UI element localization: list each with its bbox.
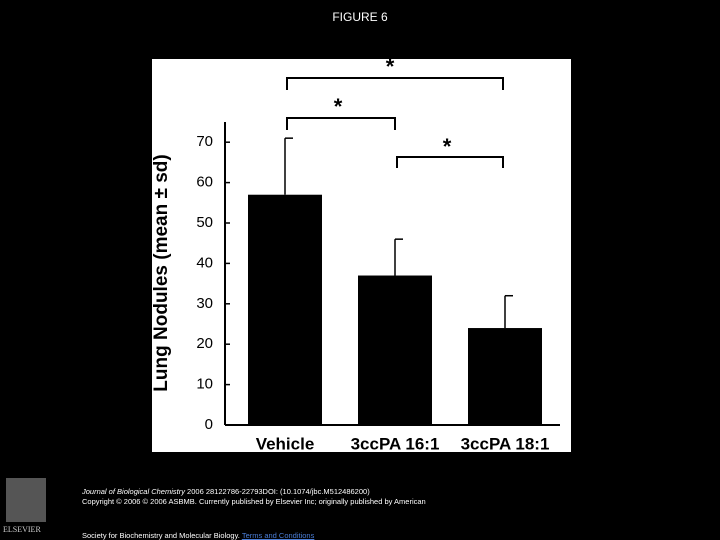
bracket bbox=[396, 156, 504, 168]
y-tick-label: 50 bbox=[196, 214, 213, 231]
y-tick-label: 40 bbox=[196, 254, 213, 271]
y-axis-label: Lung Nodules (mean ± sd) bbox=[151, 154, 172, 391]
society-line: Society for Biochemistry and Molecular B… bbox=[82, 531, 314, 540]
bracket bbox=[286, 77, 504, 90]
terms-link[interactable]: Terms and Conditions bbox=[241, 531, 315, 540]
significance-star: * bbox=[386, 54, 395, 79]
bar bbox=[468, 328, 542, 425]
significance-star: * bbox=[334, 94, 343, 119]
significance-star: * bbox=[443, 134, 452, 159]
y-tick-label: 10 bbox=[196, 376, 213, 393]
bracket bbox=[286, 117, 396, 130]
citation-line: Journal of Biological Chemistry 2006 281… bbox=[82, 487, 370, 496]
y-tick-label: 30 bbox=[196, 295, 213, 312]
bar bbox=[358, 275, 432, 425]
significance-brackets bbox=[286, 77, 504, 168]
society: Society for Biochemistry and Molecular B… bbox=[82, 531, 240, 540]
citation: 2006 28122786-22793DOI: (10.1074/jbc.M51… bbox=[184, 487, 370, 496]
y-tick-label: 0 bbox=[205, 416, 213, 433]
bar bbox=[248, 194, 322, 425]
y-tick-label: 60 bbox=[196, 174, 213, 191]
publisher-logo bbox=[6, 478, 46, 522]
publisher-name: ELSEVIER bbox=[3, 525, 41, 534]
slide-title: FIGURE 6 bbox=[332, 10, 388, 24]
y-tick-label: 70 bbox=[196, 133, 213, 150]
y-tick-label: 20 bbox=[196, 335, 213, 352]
x-tick-label: 3ccPA 18:1 bbox=[461, 434, 550, 453]
copyright: Copyright © 2006 © 2006 ASBMB. Currently… bbox=[82, 497, 426, 506]
x-tick-label: 3ccPA 16:1 bbox=[351, 434, 440, 453]
journal-name: Journal of Biological Chemistry bbox=[82, 487, 185, 496]
x-tick-label: Vehicle bbox=[256, 434, 315, 453]
